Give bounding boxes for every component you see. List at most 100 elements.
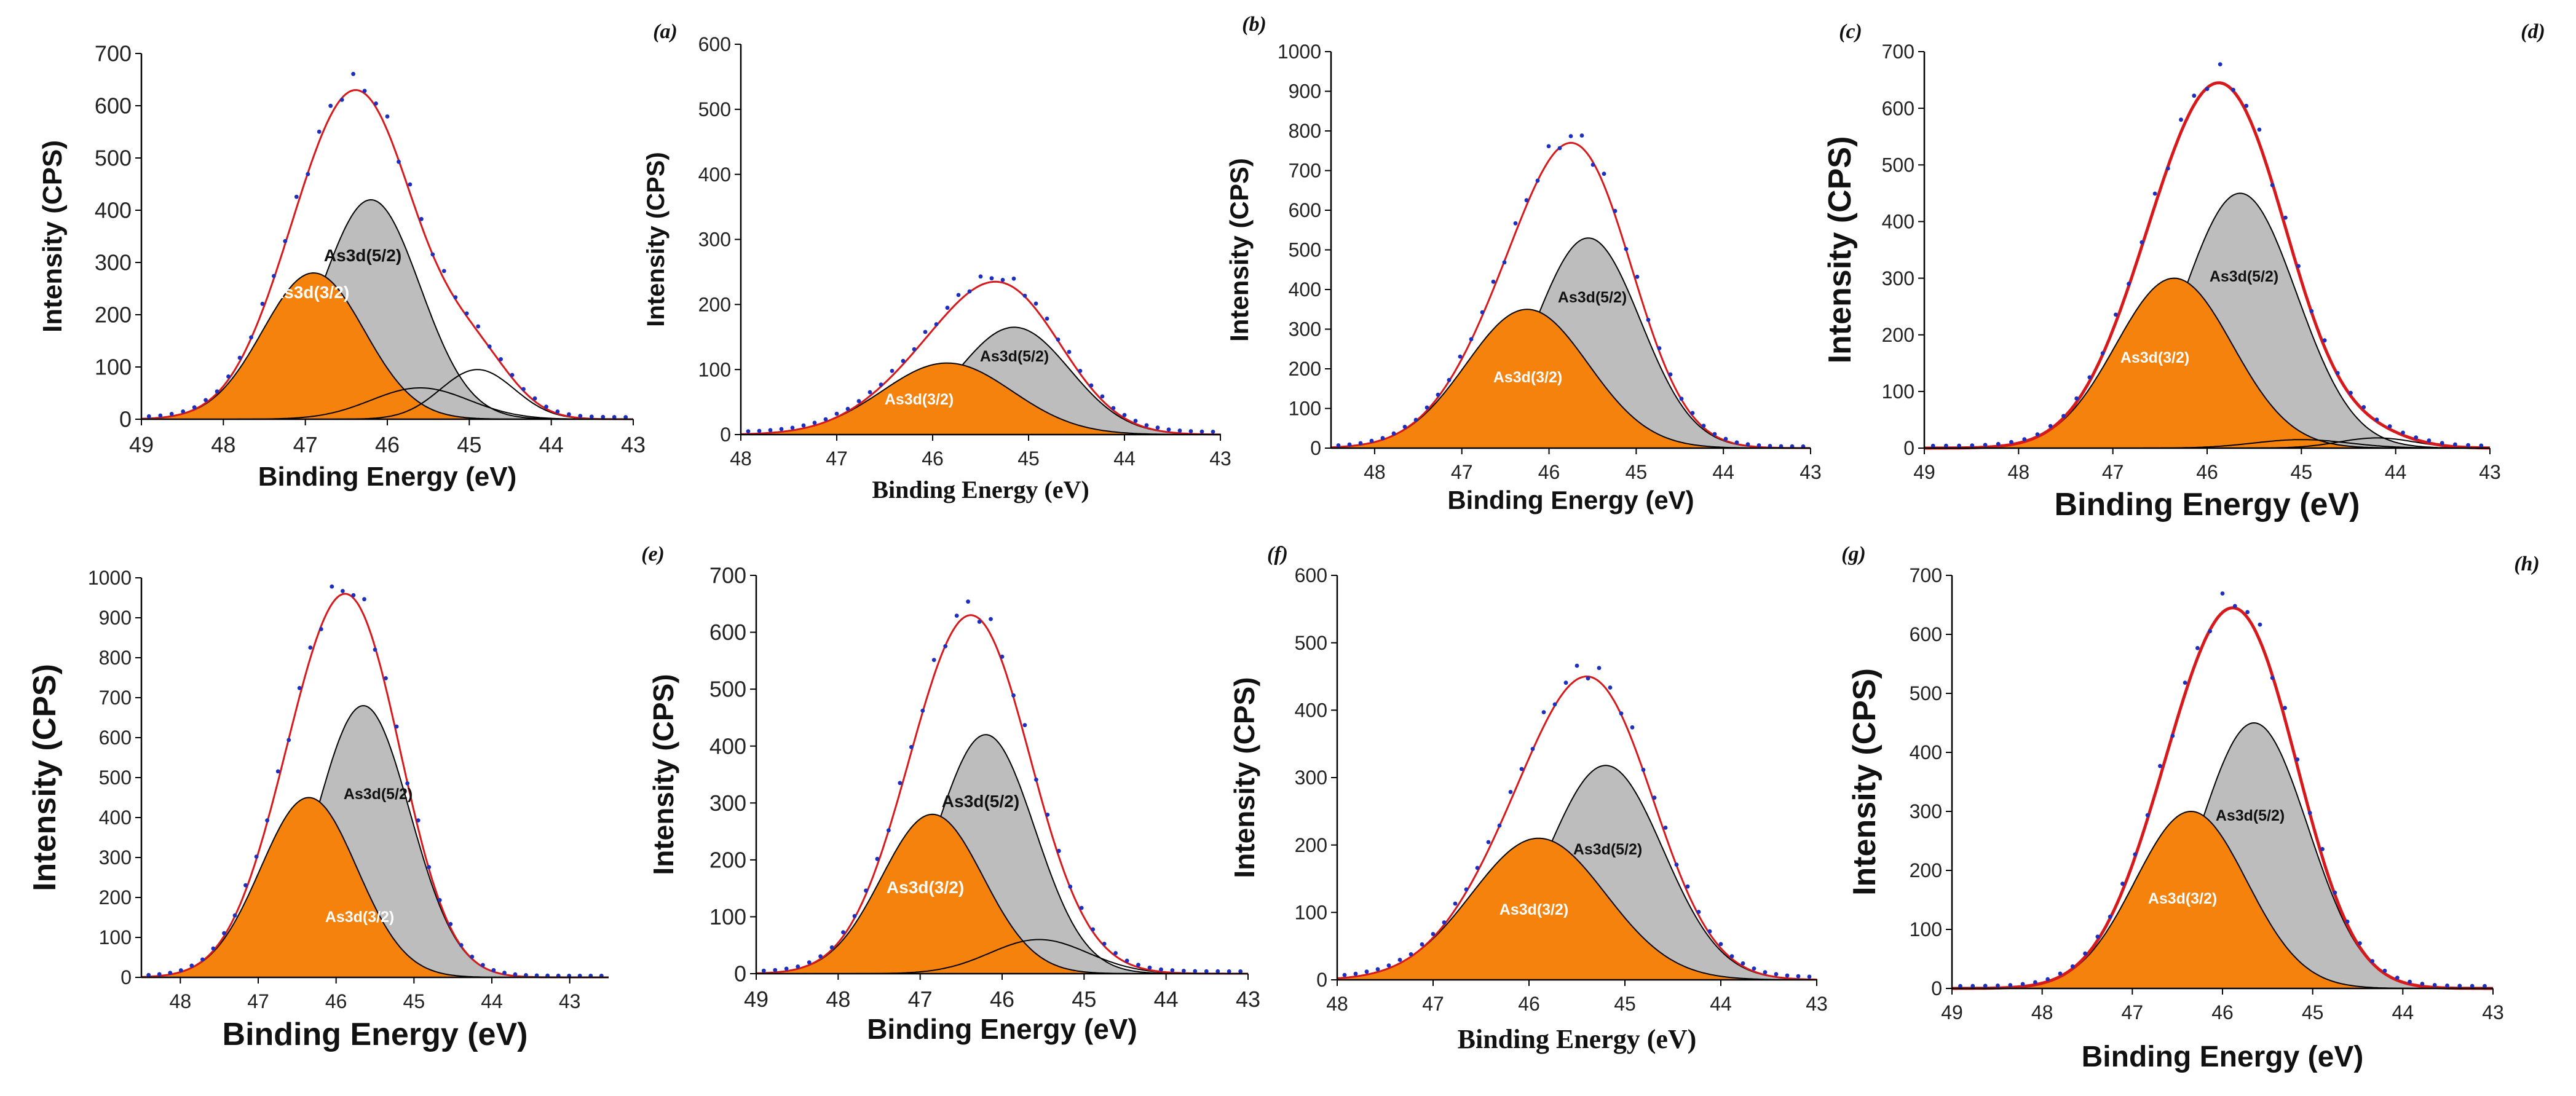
- data-point: [2045, 977, 2050, 982]
- data-point: [1022, 723, 1027, 727]
- data-point: [317, 129, 322, 134]
- y-axis-title: Intensity (CPS): [1228, 677, 1260, 878]
- y-tick-label: 200: [709, 847, 746, 872]
- chart-panel-b: 0 100 200 300 400 500 600 48 47 46 45 44 43 Binding E…: [642, 13, 1266, 503]
- data-point: [203, 398, 208, 403]
- data-point: [1530, 747, 1535, 751]
- data-point: [318, 627, 323, 631]
- data-point: [2195, 645, 2200, 650]
- data-point: [1718, 942, 1723, 947]
- data-point: [1464, 887, 1469, 892]
- data-point: [1970, 984, 1975, 988]
- data-point: [1336, 443, 1341, 447]
- x-tick-label: 44: [1712, 461, 1734, 483]
- data-point: [2218, 62, 2222, 66]
- y-tick-label: 700: [1289, 160, 1321, 182]
- data-point: [189, 963, 194, 968]
- data-point: [283, 239, 288, 243]
- data-point: [2483, 984, 2487, 988]
- data-point: [841, 930, 845, 934]
- y-tick-label: 600: [1910, 623, 1942, 645]
- data-point: [1630, 725, 1635, 730]
- x-tick-label: 47: [1451, 461, 1473, 483]
- data-point: [1756, 443, 1761, 447]
- data-point: [2361, 405, 2366, 409]
- data-point: [1696, 910, 1701, 914]
- y-tick-label: 200: [1910, 859, 1942, 881]
- data-point: [943, 644, 948, 649]
- data-point: [829, 945, 834, 950]
- data-point: [1930, 443, 1935, 448]
- data-point: [978, 274, 983, 279]
- data-point: [308, 645, 313, 650]
- data-point: [1045, 813, 1050, 817]
- y-tick-label: 200: [95, 302, 132, 328]
- y-tick-label: 500: [698, 98, 731, 120]
- x-tick-label: 49: [1913, 461, 1935, 483]
- data-point: [1133, 419, 1138, 424]
- data-point: [1420, 942, 1424, 947]
- data-point: [1957, 443, 1962, 448]
- y-tick-label: 200: [1882, 324, 1914, 346]
- data-point: [1668, 372, 1673, 377]
- data-point: [1723, 436, 1728, 441]
- envelope-line: [1952, 606, 2493, 990]
- data-point: [966, 599, 970, 604]
- y-tick-label: 500: [95, 146, 132, 171]
- data-point: [328, 103, 333, 108]
- data-point: [427, 865, 432, 869]
- y-tick-label: 300: [1295, 767, 1327, 789]
- data-point: [920, 708, 925, 713]
- data-point: [2232, 604, 2237, 609]
- data-point: [470, 955, 475, 959]
- data-point: [481, 963, 485, 968]
- data-point: [812, 420, 817, 425]
- peak-label-as3d-5-2: As3d(5/2): [1573, 841, 1642, 858]
- x-tick-label: 43: [621, 432, 646, 457]
- data-point: [1155, 425, 1160, 430]
- data-point: [890, 369, 895, 373]
- data-point: [510, 373, 515, 377]
- data-point: [1996, 984, 2000, 988]
- data-point: [1579, 133, 1584, 138]
- y-axis-title: Intensity (CPS): [647, 674, 679, 875]
- data-point: [491, 968, 496, 972]
- y-tick-label: 400: [99, 806, 132, 829]
- data-point: [297, 685, 302, 690]
- data-point: [1458, 354, 1463, 359]
- data-point: [1397, 958, 1402, 962]
- x-tick-label: 44: [1710, 993, 1732, 1015]
- data-point: [1193, 969, 1198, 974]
- x-tick-label: 46: [325, 990, 347, 1012]
- x-tick-label: 49: [1941, 1001, 1963, 1023]
- y-tick-label: 100: [1289, 398, 1321, 420]
- y-tick-label: 500: [709, 677, 746, 702]
- data-point: [2395, 976, 2400, 980]
- data-point: [2358, 941, 2362, 945]
- data-point: [2345, 919, 2350, 924]
- x-tick-label: 46: [2196, 461, 2218, 483]
- x-tick-label: 47: [826, 447, 848, 470]
- data-point: [1646, 318, 1651, 322]
- data-point: [1574, 663, 1579, 668]
- data-point: [2074, 396, 2079, 401]
- data-point: [2257, 127, 2262, 132]
- y-tick-label: 100: [1295, 902, 1327, 924]
- data-point: [158, 413, 163, 418]
- x-tick-label: 45: [403, 990, 425, 1012]
- data-point: [1690, 411, 1695, 416]
- data-point: [1701, 424, 1706, 428]
- data-point: [2083, 951, 2088, 956]
- data-point: [1535, 178, 1540, 183]
- data-point: [954, 613, 959, 618]
- data-point: [430, 252, 435, 257]
- data-point: [1182, 969, 1186, 973]
- data-point: [286, 738, 291, 743]
- data-point: [2022, 437, 2027, 442]
- data-point: [2145, 813, 2150, 818]
- data-point: [1519, 767, 1524, 771]
- data-point: [1586, 676, 1590, 680]
- y-tick-label: 200: [1289, 358, 1321, 380]
- data-point: [1056, 337, 1061, 342]
- data-point: [1199, 429, 1204, 434]
